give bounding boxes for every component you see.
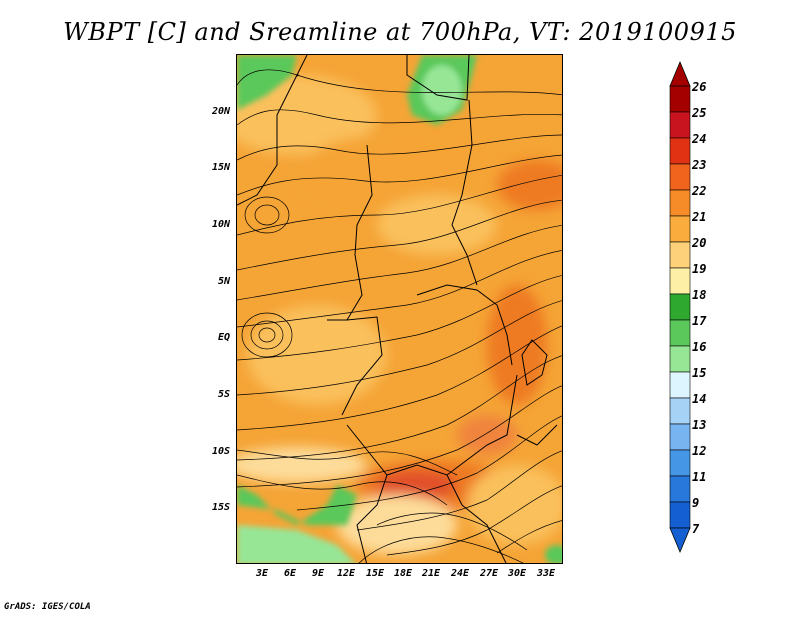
lon-label-15e: 15E [366, 568, 385, 579]
grads-credit: GrADS: IGES/COLA [4, 602, 91, 612]
colorbar-bottom-triangle [669, 527, 691, 554]
lon-label-9e: 9E [312, 568, 325, 579]
lon-label-33e: 33E [537, 568, 556, 579]
colorbar-segment [669, 85, 691, 113]
colorbar-label-7: 7 [692, 522, 700, 536]
colorbar-label-13: 13 [692, 418, 707, 432]
lat-label-10n: 10N [211, 219, 230, 230]
colorbar-segment [669, 475, 691, 503]
chart-title: WBPT [C] and Sreamline at 700hPa, VT: 20… [63, 18, 737, 46]
colorbar-label-14: 14 [692, 392, 707, 406]
colorbar-segment [669, 163, 691, 191]
country-borders [237, 55, 558, 563]
colorbar-label-22: 22 [692, 184, 707, 198]
colorbar-label-21: 21 [692, 210, 707, 224]
colorbar-top-triangle [669, 60, 691, 87]
lon-label-3e: 3E [256, 568, 269, 579]
colorbar-segment [669, 189, 691, 217]
lon-label-30e: 30E [508, 568, 527, 579]
lat-label-15n: 15N [211, 162, 230, 173]
lon-label-21e: 21E [422, 568, 441, 579]
lat-label-20n: 20N [211, 106, 230, 117]
lat-label-10s: 10S [211, 446, 230, 457]
colorbar-label-17: 17 [692, 314, 707, 328]
colorbar-segment [669, 111, 691, 139]
lat-label-15s: 15S [211, 502, 230, 513]
lon-label-24e: 24E [451, 568, 470, 579]
colorbar-label-26: 26 [692, 80, 707, 94]
lat-label-eq: EQ [217, 332, 230, 343]
colorbar-label-19: 19 [692, 262, 707, 276]
lon-label-18e: 18E [394, 568, 413, 579]
lat-label-5n: 5N [217, 276, 230, 287]
colorbar [669, 60, 691, 554]
colorbar-segment [669, 319, 691, 347]
colorbar-label-12: 12 [692, 444, 707, 458]
lat-label-5s: 5S [217, 389, 230, 400]
colorbar-label-18: 18 [692, 288, 707, 302]
streamlines [237, 69, 562, 563]
colorbar-label-9: 9 [692, 496, 700, 510]
colorbar-segment [669, 215, 691, 243]
colorbar-segment [669, 241, 691, 269]
colorbar-segment [669, 293, 691, 321]
colorbar-label-25: 25 [692, 106, 707, 120]
colorbar-segments [669, 85, 691, 529]
colorbar-segment [669, 423, 691, 451]
colorbar-segment [669, 449, 691, 477]
colorbar-label-15: 15 [692, 366, 707, 380]
colorbar-segment [669, 137, 691, 165]
colorbar-label-20: 20 [692, 236, 707, 250]
wbpt-field-map [237, 55, 562, 563]
colorbar-segment [669, 267, 691, 295]
green-patches [237, 55, 562, 563]
colorbar-segment [669, 501, 691, 529]
colorbar-segment [669, 371, 691, 399]
lon-label-12e: 12E [337, 568, 356, 579]
lon-label-6e: 6E [284, 568, 297, 579]
colorbar-label-23: 23 [692, 158, 707, 172]
map-panel [236, 54, 563, 564]
lon-label-27e: 27E [480, 568, 499, 579]
colorbar-label-11: 11 [692, 470, 707, 484]
colorbar-label-16: 16 [692, 340, 707, 354]
colorbar-segment [669, 397, 691, 425]
colorbar-segment [669, 345, 691, 373]
field-shading [237, 75, 562, 555]
colorbar-label-24: 24 [692, 132, 707, 146]
